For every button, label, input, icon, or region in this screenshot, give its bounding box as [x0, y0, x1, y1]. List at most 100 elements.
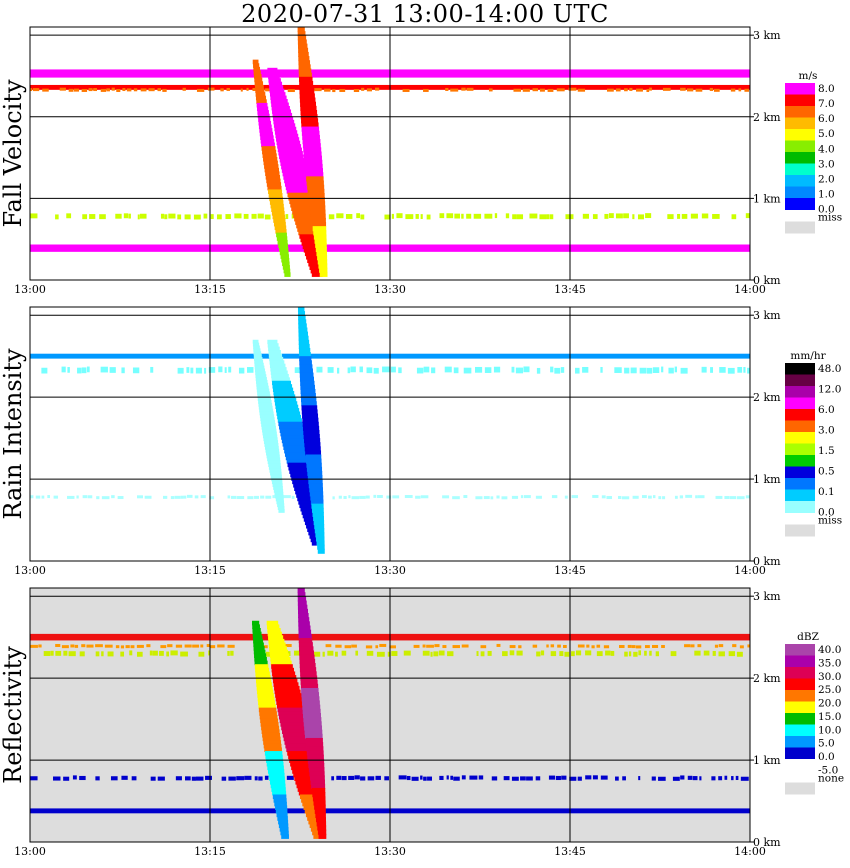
y-tick-label: 1 km	[753, 754, 781, 767]
y-tick-label: 1 km	[753, 473, 781, 486]
y-tick-label: 0 km	[753, 555, 781, 568]
colorbar-label: 0.1	[818, 486, 835, 498]
colorbar-label: 35.0	[818, 657, 841, 669]
panel-ylabel: Rain Intensity	[0, 348, 27, 520]
colorbar-swatch	[785, 713, 815, 725]
colorbar-missing-label: miss	[818, 515, 842, 527]
colorbar-swatch	[785, 747, 815, 760]
colorbar-missing-swatch	[785, 782, 815, 795]
colorbar-swatch	[785, 363, 815, 375]
x-tick-label: 14:00	[734, 845, 766, 858]
colorbar-label: 5.0	[818, 128, 835, 140]
colorbar-swatch	[785, 140, 815, 153]
x-tick-label: 13:30	[374, 845, 406, 858]
y-tick-label: 3 km	[753, 590, 781, 603]
colorbar-missing-swatch	[785, 221, 815, 234]
colorbar-label: 3.0	[818, 425, 835, 437]
colorbar-swatch	[785, 94, 815, 107]
colorbar-missing-label: miss	[818, 212, 842, 224]
precip-streak	[267, 67, 323, 277]
colorbar-label: 1.5	[818, 445, 835, 457]
x-tick-label: 13:30	[374, 283, 406, 296]
y-tick-label: 0 km	[753, 274, 781, 287]
colorbar-swatch	[785, 478, 815, 490]
colorbar-label: 20.0	[818, 698, 841, 710]
y-tick-label: 2 km	[753, 111, 781, 124]
colorbar-swatch	[785, 163, 815, 176]
colorbar-label: 0.5	[818, 466, 835, 478]
colorbar-label: -5.0	[818, 765, 838, 777]
x-tick-label: 13:45	[554, 845, 586, 858]
y-tick-label: 2 km	[753, 672, 781, 685]
x-tick-label: 13:15	[194, 564, 226, 577]
plot-frame	[29, 26, 751, 281]
colorbar-label: 3.0	[818, 158, 835, 170]
panel-ylabel: Fall Velocity	[0, 79, 27, 228]
colorbar-swatch	[785, 186, 815, 199]
colorbar-unit: m/s	[799, 70, 818, 82]
x-tick-label: 13:15	[194, 283, 226, 296]
colorbar-swatch	[785, 432, 815, 444]
colorbar-swatch	[785, 655, 815, 668]
layer-band	[43, 650, 743, 657]
colorbar-swatch	[785, 420, 815, 433]
plot-frame	[29, 587, 751, 843]
colorbar-unit: mm/hr	[790, 350, 826, 362]
colorbar-label: 1.0	[818, 188, 835, 200]
colorbar-missing-swatch	[785, 524, 815, 537]
colorbar-swatch	[785, 701, 815, 714]
colorbar-label: 0.0	[818, 204, 835, 216]
colorbar-swatch	[785, 443, 815, 456]
colorbar-swatch	[785, 374, 815, 387]
colorbar-missing-label: none	[818, 773, 844, 785]
panel-fall_velocity: 0 km 1 km 2 km 3 km 13:00 13:15 13:30 13:45 14:0…	[0, 26, 842, 296]
colorbar-swatch	[785, 724, 815, 737]
x-tick-label: 13:15	[194, 845, 226, 858]
colorbar-label: 2.0	[818, 173, 835, 185]
colorbar-label: 12.0	[818, 384, 841, 396]
colorbar-swatch	[785, 501, 815, 513]
colorbar-swatch	[785, 455, 815, 467]
colorbar-label: 30.0	[818, 671, 841, 683]
colorbar-label: 5.0	[818, 738, 835, 750]
x-tick-label: 13:45	[554, 283, 586, 296]
colorbar-swatch	[785, 198, 815, 210]
colorbar-swatch	[785, 690, 815, 702]
colorbar-swatch	[785, 397, 815, 410]
x-tick-label: 14:00	[734, 283, 766, 296]
colorbar-label: 7.0	[818, 98, 835, 110]
y-tick-label: 2 km	[753, 391, 781, 404]
x-tick-label: 14:00	[734, 564, 766, 577]
y-tick-label: 3 km	[753, 29, 781, 42]
colorbar-label: 10.0	[818, 724, 841, 736]
colorbar-swatch	[785, 83, 815, 95]
colorbar-label: 6.0	[818, 113, 835, 125]
panel-ylabel: Reflectivity	[0, 646, 27, 784]
colorbar-swatch	[785, 175, 815, 187]
colorbar-swatch	[785, 644, 815, 656]
x-tick-label: 13:00	[14, 845, 46, 858]
colorbar-swatch	[785, 466, 815, 479]
colorbar-swatch	[785, 117, 815, 130]
chart-title: 2020-07-31 13:00-14:00 UTC	[241, 0, 609, 28]
colorbar-swatch	[785, 129, 815, 141]
colorbar-swatch	[785, 386, 815, 398]
y-tick-label: 3 km	[753, 309, 781, 322]
colorbar-swatch	[785, 759, 815, 771]
colorbar-swatch	[785, 736, 815, 748]
panel-rain_intensity: 0 km 1 km 2 km 3 km 13:00 13:15 13:30 13:45 14:0…	[0, 306, 842, 577]
colorbar-label: 4.0	[818, 143, 835, 155]
x-tick-label: 13:45	[554, 564, 586, 577]
precip-streak	[267, 339, 323, 546]
y-tick-label: 0 km	[753, 836, 781, 849]
plot-frame	[29, 306, 751, 562]
x-tick-label: 13:30	[374, 564, 406, 577]
colorbar-unit: dBZ	[797, 631, 819, 643]
colorbar-swatch	[785, 106, 815, 118]
precip-streak	[252, 59, 291, 277]
colorbar-swatch	[785, 667, 815, 679]
colorbar-swatch	[785, 678, 815, 691]
colorbar-label: 40.0	[818, 644, 841, 656]
